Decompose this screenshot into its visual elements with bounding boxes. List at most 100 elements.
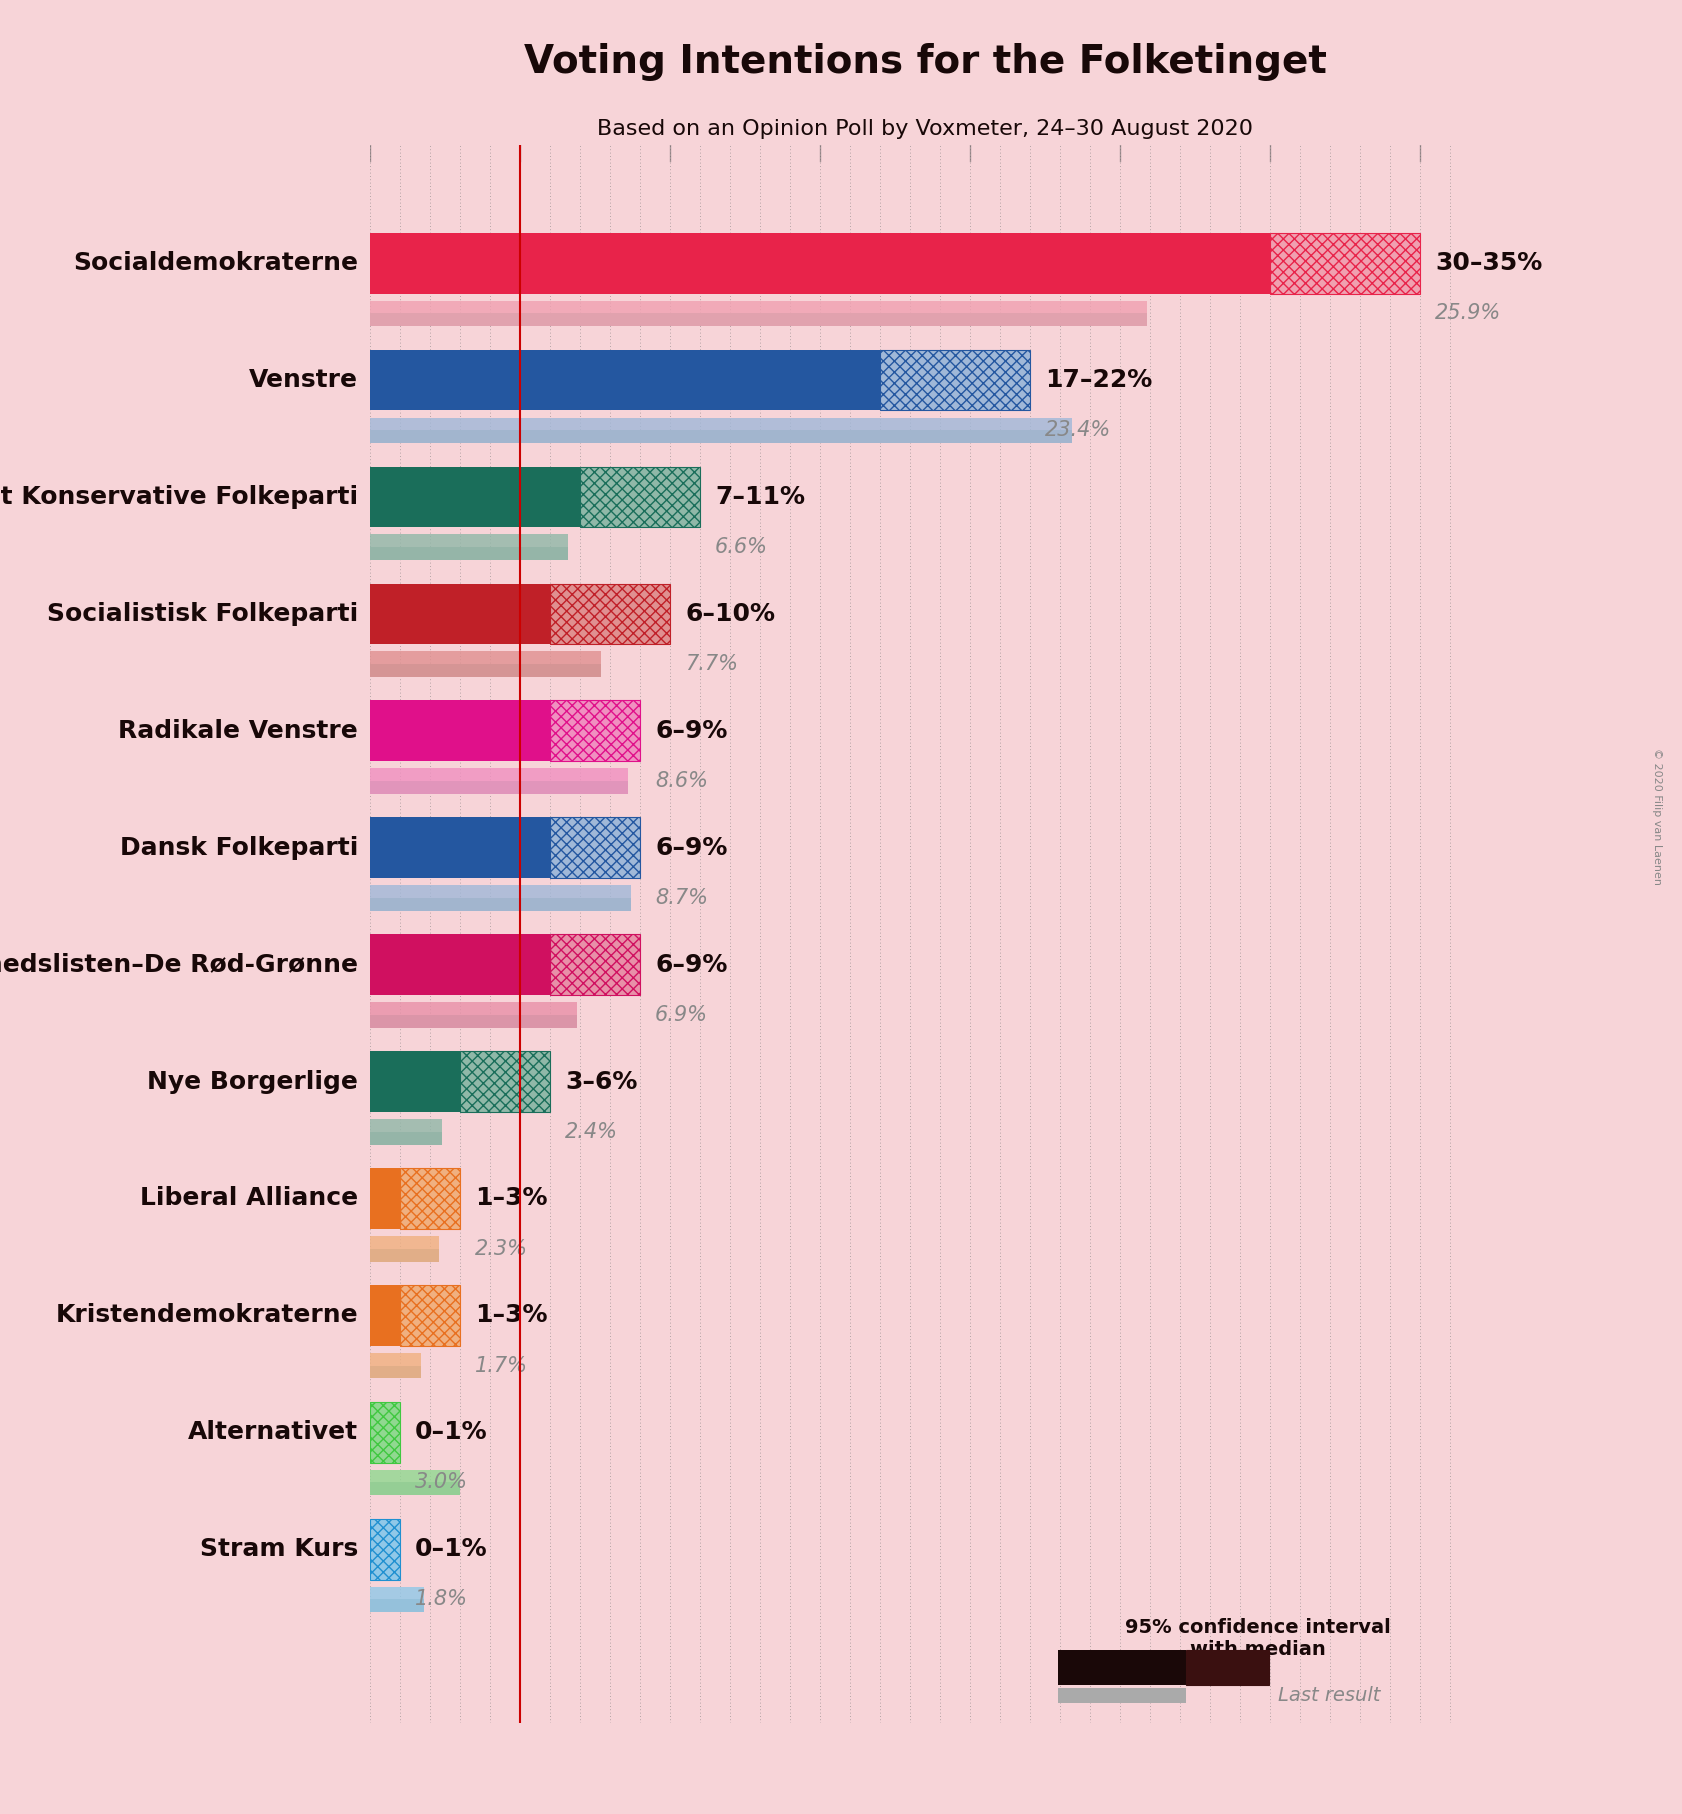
Text: 1.8%: 1.8% [415, 1589, 468, 1609]
Text: Liberal Alliance: Liberal Alliance [140, 1186, 358, 1210]
Bar [370, 1119, 442, 1145]
Text: Radikale Venstre: Radikale Venstre [118, 718, 358, 742]
Text: 1.7%: 1.7% [474, 1355, 528, 1375]
Bar [550, 818, 641, 878]
Bar [400, 1284, 461, 1346]
Text: Socialdemokraterne: Socialdemokraterne [72, 250, 358, 276]
Text: Last result: Last result [1278, 1687, 1381, 1705]
Bar [550, 818, 641, 878]
Bar [550, 700, 641, 762]
Text: 17–22%: 17–22% [1045, 368, 1152, 392]
Text: 8.7%: 8.7% [654, 889, 708, 909]
Bar [370, 1518, 400, 1580]
Text: Stram Kurs: Stram Kurs [200, 1536, 358, 1562]
Bar [370, 1014, 577, 1029]
Text: Kristendemokraterne: Kristendemokraterne [56, 1302, 358, 1328]
Bar [1058, 1689, 1186, 1703]
Bar [580, 466, 700, 528]
Bar [370, 1366, 420, 1379]
Bar [461, 1050, 550, 1112]
Bar [370, 818, 550, 878]
Bar [880, 350, 1029, 410]
Text: 0–1%: 0–1% [415, 1536, 488, 1562]
Bar [370, 700, 550, 762]
Bar [370, 1518, 400, 1580]
Bar [370, 1353, 420, 1379]
Text: 6–9%: 6–9% [654, 718, 727, 742]
Bar [370, 651, 600, 677]
Bar [370, 1587, 424, 1613]
Bar [1186, 1649, 1270, 1685]
Bar [580, 466, 700, 528]
Bar [370, 535, 569, 561]
Text: 3–6%: 3–6% [565, 1070, 637, 1094]
Bar [1270, 232, 1420, 294]
Bar [370, 1168, 400, 1228]
Text: 2.4%: 2.4% [565, 1121, 617, 1141]
Bar [370, 1600, 424, 1613]
Bar [1058, 1649, 1186, 1685]
Bar [370, 350, 880, 410]
Text: 3.0%: 3.0% [415, 1473, 468, 1493]
Bar [461, 1050, 550, 1112]
Bar [370, 1402, 400, 1462]
Text: Dansk Folkeparti: Dansk Folkeparti [119, 836, 358, 860]
Bar [370, 1482, 461, 1495]
Bar [880, 350, 1029, 410]
Text: 6–10%: 6–10% [685, 602, 775, 626]
Text: 95% confidence interval
with median: 95% confidence interval with median [1125, 1618, 1391, 1660]
Bar [370, 417, 1071, 443]
Text: 7–11%: 7–11% [715, 484, 806, 510]
Bar [370, 898, 631, 911]
Bar [370, 232, 1270, 294]
Bar [370, 1050, 461, 1112]
Bar [550, 700, 641, 762]
Bar [370, 1402, 400, 1462]
Text: Voting Intentions for the Folketinget: Voting Intentions for the Folketinget [523, 44, 1327, 82]
Bar [370, 767, 627, 795]
Bar [400, 1284, 461, 1346]
Bar [550, 584, 669, 644]
Text: 1–3%: 1–3% [474, 1302, 548, 1328]
Text: 8.6%: 8.6% [654, 771, 708, 791]
Bar [550, 934, 641, 996]
Text: 6.9%: 6.9% [654, 1005, 708, 1025]
Text: Enhedslisten–De Rød-Grønne: Enhedslisten–De Rød-Grønne [0, 952, 358, 976]
Text: 25.9%: 25.9% [1435, 303, 1502, 323]
Text: Socialistisk Folkeparti: Socialistisk Folkeparti [47, 602, 358, 626]
Text: 7.7%: 7.7% [685, 655, 738, 675]
Text: 0–1%: 0–1% [415, 1420, 488, 1444]
Text: Based on an Opinion Poll by Voxmeter, 24–30 August 2020: Based on an Opinion Poll by Voxmeter, 24… [597, 120, 1253, 140]
Bar [370, 1469, 461, 1495]
Bar [370, 664, 600, 677]
Text: 6–9%: 6–9% [654, 836, 727, 860]
Text: 23.4%: 23.4% [1045, 421, 1112, 441]
Bar [370, 548, 569, 561]
Text: Venstre: Venstre [249, 368, 358, 392]
Bar [370, 430, 1071, 443]
Text: 6–9%: 6–9% [654, 952, 727, 976]
Bar [370, 584, 550, 644]
Bar [370, 314, 1147, 327]
Text: 6.6%: 6.6% [715, 537, 769, 557]
Bar [370, 1248, 439, 1261]
Bar [370, 885, 631, 911]
Bar [370, 934, 550, 996]
Bar [370, 782, 627, 795]
Text: 30–35%: 30–35% [1435, 250, 1542, 276]
Text: Det Konservative Folkeparti: Det Konservative Folkeparti [0, 484, 358, 510]
Text: Nye Borgerlige: Nye Borgerlige [146, 1070, 358, 1094]
Bar [370, 1001, 577, 1029]
Bar [1270, 232, 1420, 294]
Bar [370, 301, 1147, 327]
Bar [370, 466, 580, 528]
Bar [370, 1235, 439, 1261]
Bar [370, 1284, 400, 1346]
Bar [550, 934, 641, 996]
Bar [400, 1168, 461, 1228]
Text: 1–3%: 1–3% [474, 1186, 548, 1210]
Bar [400, 1168, 461, 1228]
Bar [550, 584, 669, 644]
Text: Alternativet: Alternativet [188, 1420, 358, 1444]
Bar [370, 1132, 442, 1145]
